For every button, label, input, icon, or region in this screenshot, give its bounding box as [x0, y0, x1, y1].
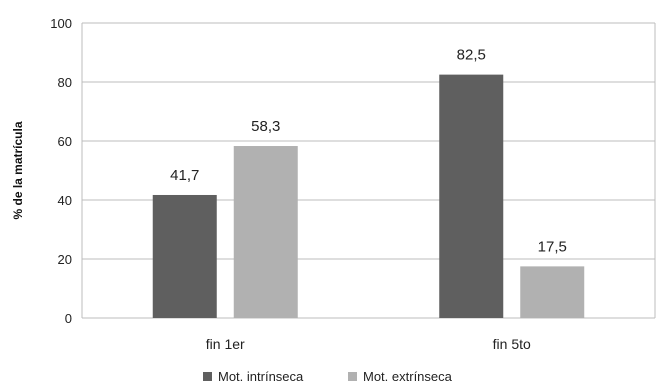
y-tick-label: 100: [50, 16, 72, 31]
legend-swatch: [203, 372, 212, 381]
y-tick-label: 60: [58, 134, 72, 149]
category-label: fin 5to: [493, 336, 531, 352]
bar: [520, 266, 585, 318]
legend-label: Mot. intrínseca: [218, 369, 304, 384]
data-label: 41,7: [170, 167, 199, 184]
y-tick-label: 0: [65, 311, 72, 326]
data-label: 82,5: [457, 47, 486, 64]
data-labels: 41,7 58,3 82,5 17,5: [170, 47, 567, 256]
category-label: fin 1er: [206, 336, 245, 352]
bar: [439, 74, 504, 318]
legend: Mot. intrínseca Mot. extrínseca: [203, 369, 453, 384]
category-labels: fin 1er fin 5to: [206, 336, 531, 352]
legend-swatch: [348, 372, 357, 381]
data-label: 17,5: [538, 238, 567, 255]
y-tick-label: 40: [58, 193, 72, 208]
y-axis-ticks: 0 20 40 60 80 100: [50, 16, 72, 326]
legend-label: Mot. extrínseca: [363, 369, 453, 384]
bar: [233, 146, 298, 318]
y-tick-label: 20: [58, 252, 72, 267]
data-label: 58,3: [251, 118, 280, 135]
y-tick-label: 80: [58, 75, 72, 90]
bars: [152, 74, 585, 318]
bar: [152, 194, 217, 318]
y-axis-title: % de la matrícula: [11, 121, 25, 219]
